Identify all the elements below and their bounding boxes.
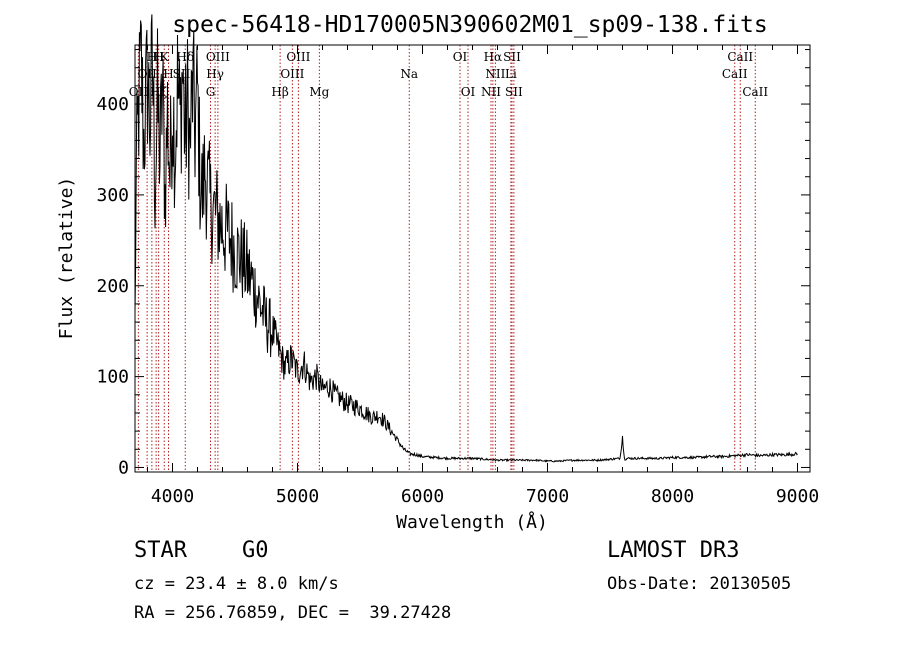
redshift-cz: cz = 23.4 ± 8.0 km/s [134, 574, 339, 594]
marker-label-23: NII [481, 85, 501, 99]
x-tick-label-4: 8000 [651, 486, 694, 507]
object-subclass: G0 [242, 538, 269, 563]
marker-label-10: Hγ [206, 67, 224, 81]
y-tick-label-4: 400 [96, 94, 129, 115]
x-tick-label-2: 6000 [401, 486, 444, 507]
observation-date: Obs-Date: 20130505 [607, 574, 792, 594]
marker-label-0: OII [129, 85, 149, 99]
marker-label-17: OI [453, 50, 468, 64]
flux-series-line [134, 14, 798, 463]
marker-label-19: Hα [484, 50, 503, 64]
marker-label-7: Hδ [176, 50, 194, 64]
marker-label-25: CaII [727, 50, 753, 64]
marker-label-18: OI [461, 85, 476, 99]
y-tick-label-3: 300 [96, 185, 129, 206]
marker-label-22: Li [505, 67, 517, 81]
marker-label-12: Hβ [271, 85, 288, 99]
marker-label-27: CaII [742, 85, 768, 99]
marker-label-11: G [206, 85, 216, 99]
y-tick-label-2: 200 [96, 276, 129, 297]
marker-label-6: H [163, 67, 173, 81]
marker-label-26: CaII [722, 67, 748, 81]
x-axis-label: Wavelength (Å) [396, 511, 548, 533]
marker-label-21: NII [485, 67, 505, 81]
survey-name: LAMOST DR3 [607, 538, 740, 563]
marker-label-20: SII [503, 50, 521, 64]
x-tick-label-0: 4000 [151, 486, 194, 507]
x-tick-label-5: 9000 [776, 486, 819, 507]
chart-title: spec-56418-HD170005N390602M01_sp09-138.f… [172, 12, 767, 38]
y-axis-ticks: 0 100 200 300 400 [96, 49, 810, 478]
x-tick-label-1: 5000 [276, 486, 319, 507]
marker-label-13: OIII [286, 50, 310, 64]
y-tick-label-0: 0 [118, 457, 129, 478]
marker-label-5: K [160, 50, 170, 64]
coordinates: RA = 256.76859, DEC = 39.27428 [134, 603, 452, 623]
marker-label-3: H [154, 50, 164, 64]
object-class: STAR [134, 538, 187, 563]
y-axis-label: Flux (relative) [56, 177, 77, 340]
marker-label-24: SII [505, 85, 523, 99]
marker-label-16: Na [400, 67, 418, 81]
marker-label-14: OIII [280, 67, 304, 81]
marker-label-9: OIII [206, 50, 230, 64]
x-tick-label-3: 7000 [526, 486, 569, 507]
plot-frame [134, 44, 811, 473]
y-tick-label-1: 100 [96, 367, 129, 388]
x-axis-ticks: 4000 5000 6000 7000 8000 9000 [147, 45, 819, 507]
marker-label-15: Mg [309, 85, 329, 99]
